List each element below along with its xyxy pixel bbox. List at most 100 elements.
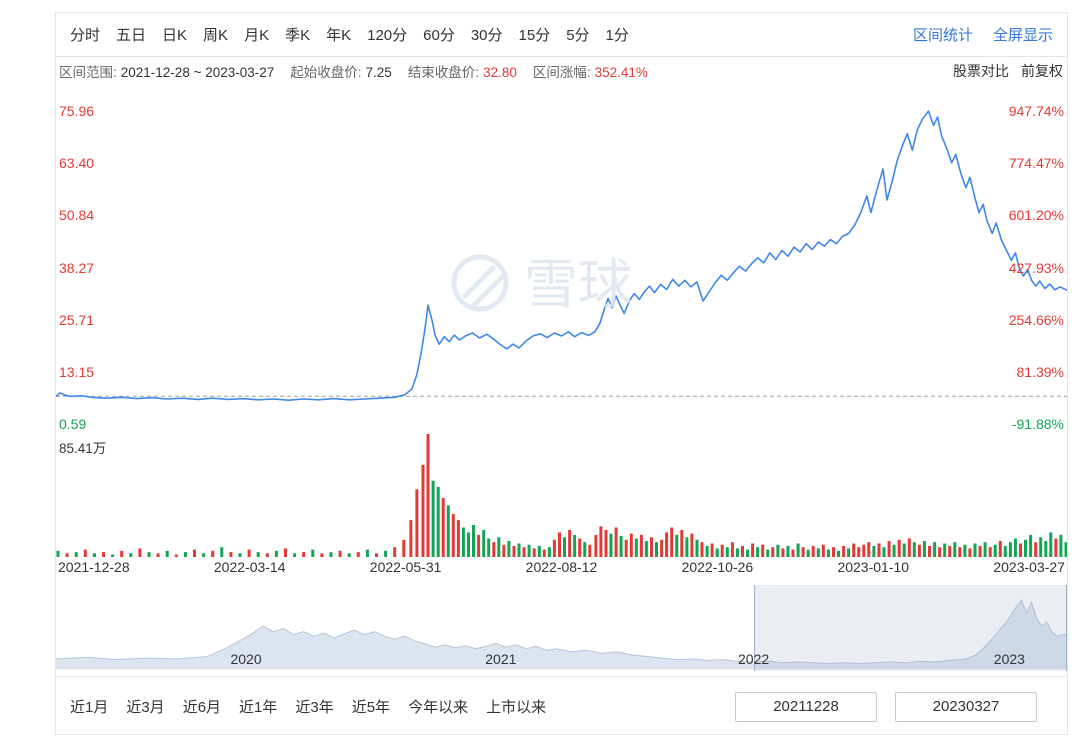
tabbar-links: 区间统计 全屏显示 bbox=[913, 24, 1053, 45]
volume-bar bbox=[1008, 542, 1012, 557]
volume-bar bbox=[751, 543, 755, 557]
volume-bar bbox=[542, 549, 546, 557]
volume-bar bbox=[174, 554, 178, 557]
volume-bar bbox=[756, 547, 760, 557]
quick-range-4[interactable]: 近3年 bbox=[295, 699, 334, 716]
x-axis-label-1: 2022-03-14 bbox=[213, 559, 286, 575]
volume-bar bbox=[1044, 541, 1048, 557]
volume-bar bbox=[801, 547, 805, 557]
volume-bar bbox=[912, 542, 916, 557]
volume-bar bbox=[634, 538, 638, 557]
volume-bar bbox=[710, 543, 714, 557]
quick-range-3[interactable]: 近1年 bbox=[239, 699, 278, 716]
volume-bar bbox=[482, 529, 486, 557]
volume-bar bbox=[356, 552, 360, 557]
adjust-mode-dropdown[interactable]: 前复权 bbox=[1021, 63, 1063, 79]
volume-bar bbox=[1019, 543, 1022, 557]
volume-bar bbox=[436, 486, 440, 557]
navigator-year-2022: 2022 bbox=[738, 651, 770, 667]
period-tab-4[interactable]: 月K bbox=[244, 27, 270, 44]
x-axis-label-5: 2023-01-10 bbox=[837, 559, 910, 575]
range-info-values: 区间范围: 2021-12-28 ~ 2023-03-27 起始收盘价: 7.25 … bbox=[59, 61, 648, 81]
volume-bar bbox=[867, 542, 871, 557]
volume-bar bbox=[492, 542, 496, 557]
volume-bar bbox=[796, 543, 800, 557]
volume-bar bbox=[220, 547, 224, 557]
volume-bar bbox=[700, 542, 704, 557]
interval-stats-link[interactable]: 区间统计 bbox=[912, 27, 973, 44]
volume-bar bbox=[847, 548, 851, 557]
volume-bar bbox=[512, 545, 516, 557]
volume-bar bbox=[421, 464, 425, 557]
volume-bar bbox=[958, 547, 962, 557]
volume-bar bbox=[832, 547, 835, 557]
period-tab-2[interactable]: 日K bbox=[162, 27, 188, 44]
end-date-input[interactable] bbox=[895, 691, 1037, 722]
price-axis-label-1: 63.40 bbox=[59, 155, 95, 172]
volume-bar bbox=[761, 544, 765, 557]
volume-bar bbox=[917, 544, 921, 557]
percent-axis-label-1: 774.47% bbox=[1008, 155, 1064, 172]
volume-bar bbox=[56, 550, 60, 557]
period-tab-3[interactable]: 周K bbox=[203, 27, 229, 44]
volume-bar bbox=[527, 544, 531, 557]
period-tab-1[interactable]: 五日 bbox=[116, 27, 147, 44]
period-tab-10[interactable]: 15分 bbox=[518, 27, 551, 44]
volume-bar bbox=[256, 552, 260, 557]
range-toolbar: 近1月 近3月 近6月 近1年 近3年 近5年 今年以来 上市以来 bbox=[56, 676, 1067, 736]
price-line-chart[interactable] bbox=[56, 85, 1067, 450]
volume-bar bbox=[938, 547, 942, 557]
fullscreen-link[interactable]: 全屏显示 bbox=[992, 27, 1053, 44]
volume-bar bbox=[532, 548, 536, 557]
volume-bar bbox=[826, 549, 830, 557]
main-chart[interactable]: 雪球 75.96 63.40 50.84 38.27 25.71 13.15 0.59 94… bbox=[56, 85, 1067, 579]
volume-bar bbox=[1059, 534, 1063, 557]
chart-navigator[interactable]: 2020 2021 2022 2023 bbox=[56, 585, 1067, 671]
quick-range-1[interactable]: 近3月 bbox=[126, 699, 165, 716]
volume-bar bbox=[477, 534, 481, 557]
start-date-input[interactable] bbox=[735, 691, 877, 722]
volume-bar bbox=[320, 553, 324, 557]
volume-bar bbox=[472, 525, 475, 557]
volume-bar bbox=[329, 552, 333, 557]
volume-bar bbox=[907, 538, 911, 557]
quick-range-6[interactable]: 今年以来 bbox=[408, 699, 469, 716]
period-tab-9[interactable]: 30分 bbox=[470, 27, 503, 44]
volume-bar bbox=[842, 545, 846, 557]
volume-max-label: 85.41万 bbox=[59, 441, 107, 456]
volume-bar bbox=[897, 539, 901, 557]
period-tab-11[interactable]: 5分 bbox=[566, 27, 590, 44]
volume-bar bbox=[665, 532, 669, 557]
period-tab-0[interactable]: 分时 bbox=[70, 27, 101, 44]
price-axis-label-2: 50.84 bbox=[59, 207, 95, 224]
x-axis-label-0: 2021-12-28 bbox=[58, 559, 130, 575]
period-tab-7[interactable]: 120分 bbox=[367, 27, 408, 44]
volume-bar bbox=[806, 549, 810, 557]
quick-range-5[interactable]: 近5年 bbox=[351, 699, 391, 716]
volume-bar bbox=[384, 550, 388, 557]
volume-bar bbox=[311, 549, 315, 557]
period-tab-6[interactable]: 年K bbox=[326, 27, 352, 44]
stock-compare-button[interactable]: 股票对比 bbox=[953, 63, 1009, 79]
volume-bar bbox=[776, 544, 780, 557]
volume-bar bbox=[1034, 542, 1038, 557]
volume-bar bbox=[791, 549, 795, 557]
volume-bar bbox=[963, 544, 967, 557]
period-tab-5[interactable]: 季K bbox=[285, 27, 311, 44]
navigator-year-2021: 2021 bbox=[485, 651, 517, 667]
quick-range-0[interactable]: 近1月 bbox=[70, 699, 109, 716]
navigator-selection[interactable] bbox=[753, 585, 1067, 671]
period-tab-8[interactable]: 60分 bbox=[423, 27, 455, 44]
volume-bar bbox=[594, 534, 598, 557]
quick-range-2[interactable]: 近6月 bbox=[182, 699, 222, 716]
x-axis-label-3: 2022-08-12 bbox=[525, 559, 598, 575]
volume-bar bbox=[998, 541, 1002, 557]
start-price-value: 7.25 bbox=[365, 65, 392, 80]
volume-bar bbox=[837, 550, 840, 557]
period-tab-12[interactable]: 1分 bbox=[605, 27, 629, 44]
volume-bar bbox=[83, 549, 87, 557]
quick-range-7[interactable]: 上市以来 bbox=[486, 699, 547, 716]
xueqiu-watermark: 雪球 bbox=[444, 247, 680, 324]
volume-bar bbox=[730, 542, 734, 557]
volume-bar bbox=[120, 550, 124, 557]
